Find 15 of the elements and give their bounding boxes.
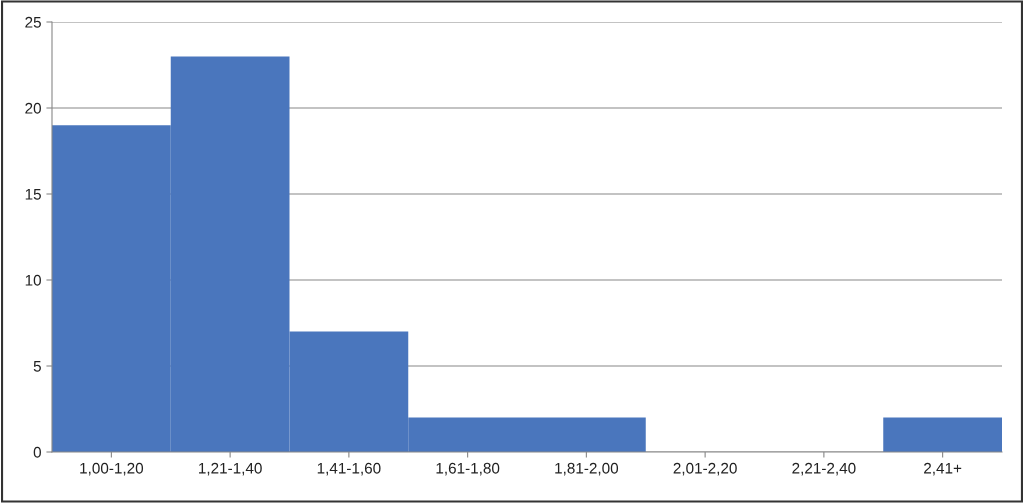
y-tick-label: 10 (25, 274, 41, 286)
x-tick-label: 2,41+ (924, 462, 962, 476)
y-tick-label: 5 (33, 361, 41, 372)
y-tick-label: 15 (25, 189, 41, 200)
y-tick-label: 25 (25, 16, 41, 28)
x-tick-label: 1,41-1,60 (317, 462, 381, 476)
y-tick-label: 20 (25, 102, 41, 114)
x-tick-label: 1,00-1,20 (80, 462, 144, 476)
x-tick-label: 1,81-2,00 (555, 462, 619, 476)
y-tick-label: 0 (33, 446, 41, 458)
x-tick-label: 1,61-1,80 (436, 462, 500, 476)
x-tick-label: 2,01-2,20 (673, 462, 737, 476)
x-tick-label: 2,21-2,40 (792, 462, 856, 476)
bar (883, 417, 1002, 452)
x-tick-label: 1,21-1,40 (199, 462, 262, 476)
